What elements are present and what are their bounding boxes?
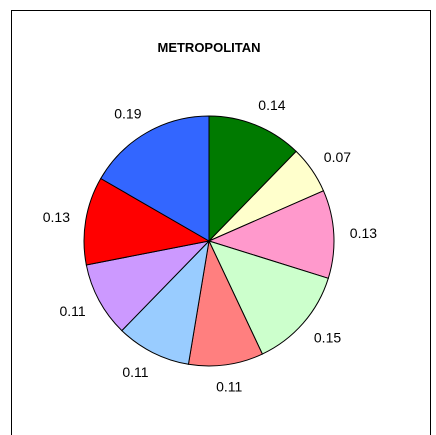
pie-slice-7 <box>85 240 211 332</box>
pie-slice-8 <box>83 177 211 266</box>
pie-label-8: 0.13 <box>43 209 70 225</box>
pie-label-6: 0.11 <box>122 364 148 380</box>
pie-slice-4 <box>208 240 329 355</box>
chart-title: METROPOLITAN <box>157 40 260 55</box>
pie-slice-1 <box>208 115 297 243</box>
pie-slice-5 <box>187 239 264 367</box>
pie-label-4: 0.15 <box>314 330 341 346</box>
pie-label-1: 0.14 <box>258 97 285 113</box>
pie-slice-3 <box>207 190 335 279</box>
pie-slices <box>83 115 335 367</box>
pie-label-9: 0.19 <box>114 106 141 122</box>
pie-label-2: 0.07 <box>324 149 351 165</box>
pie-chart: METROPOLITAN 0.140.070.130.150.110.110.1… <box>43 40 378 395</box>
pie-label-3: 0.13 <box>350 225 377 241</box>
pie-label-7: 0.11 <box>59 303 85 319</box>
pie-label-5: 0.11 <box>216 379 242 395</box>
pie-slice-9 <box>100 115 210 242</box>
pie-labels: 0.14 0.07 0.13 0.15 0.11 0.11 0.11 0.13 0.19 <box>43 97 378 395</box>
pie-slice-6 <box>121 239 210 365</box>
